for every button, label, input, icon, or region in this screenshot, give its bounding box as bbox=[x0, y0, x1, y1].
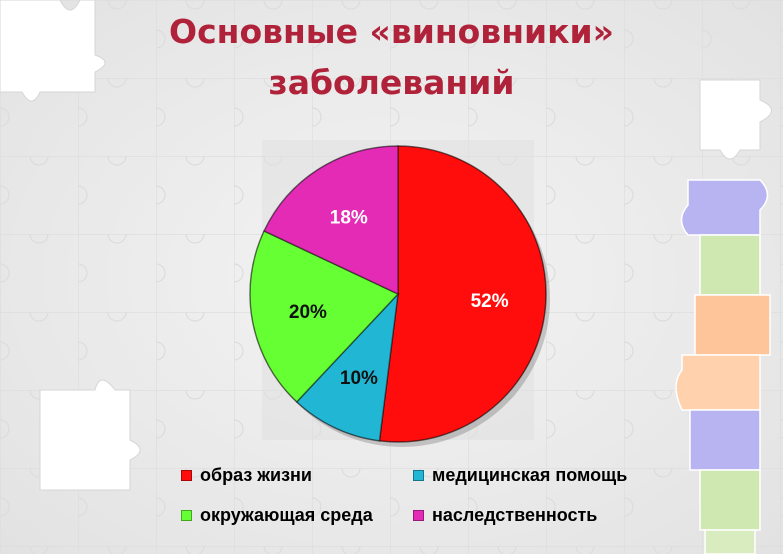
pie-slice-medical-care bbox=[295, 291, 400, 442]
legend-item-lifestyle: образ жизни bbox=[181, 465, 312, 486]
legend-swatch-environment bbox=[181, 510, 192, 521]
legend-label-lifestyle: образ жизни bbox=[200, 465, 312, 485]
legend-label-heredity: наследственность bbox=[432, 505, 598, 525]
white-puzzle-piece-top-left bbox=[0, 0, 106, 102]
data-label-environment: 20% bbox=[289, 302, 327, 323]
legend-swatch-lifestyle bbox=[181, 470, 192, 481]
legend-item-environment: окружающая среда bbox=[181, 505, 373, 526]
legend-swatch-medical-care bbox=[413, 470, 424, 481]
legend-item-medical-care: медицинская помощь bbox=[413, 465, 627, 486]
pie-slice-environment bbox=[249, 229, 400, 403]
colored-puzzle-column bbox=[675, 179, 771, 554]
legend-swatch-heredity bbox=[413, 510, 424, 521]
white-puzzle-piece-bottom-left bbox=[39, 379, 141, 491]
white-puzzle-piece-right bbox=[699, 79, 772, 160]
data-label-lifestyle: 52% bbox=[471, 291, 509, 312]
legend-item-heredity: наследственность bbox=[413, 505, 597, 526]
pie-outline bbox=[249, 145, 547, 443]
chart-title-line-2: заболеваний bbox=[268, 63, 515, 102]
pie-slice-lifestyle bbox=[378, 145, 547, 443]
legend-label-medical-care: медицинская помощь bbox=[432, 465, 628, 485]
legend-label-environment: окружающая среда bbox=[200, 505, 373, 525]
chart-title-line-1: Основные «виновники» bbox=[169, 12, 614, 51]
data-label-medical-care: 10% bbox=[340, 368, 378, 389]
data-label-heredity: 18% bbox=[330, 208, 368, 229]
pie-slice-heredity bbox=[263, 145, 399, 296]
